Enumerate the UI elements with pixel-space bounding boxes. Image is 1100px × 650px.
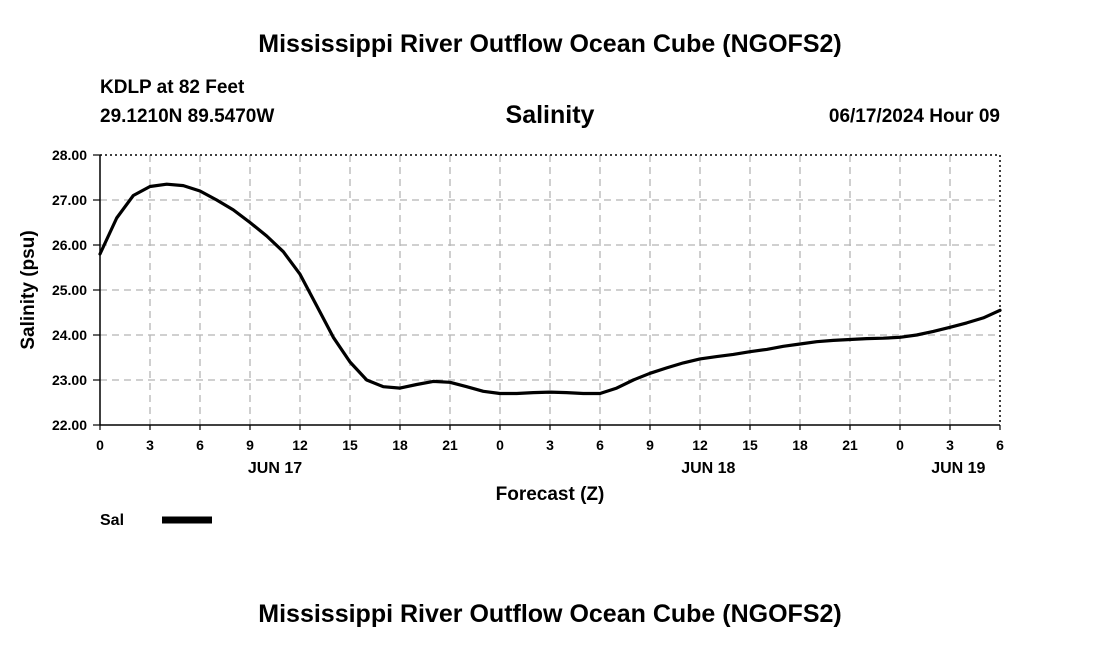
forecast-timestamp: 06/17/2024 Hour 09 <box>828 106 1000 127</box>
footer-title: Mississippi River Outflow Ocean Cube (NG… <box>258 600 842 628</box>
x-tick-label: 15 <box>742 437 758 453</box>
x-tick-label: 6 <box>996 437 1004 453</box>
x-tick-label: 12 <box>692 437 708 453</box>
x-tick-label: 9 <box>246 437 254 453</box>
series-line-sal <box>98 182 1002 396</box>
x-tick-label: 12 <box>292 437 308 453</box>
x-tick-label: 15 <box>342 437 358 453</box>
x-tick-label: 6 <box>596 437 604 453</box>
station-coordinates: 29.1210N 89.5470W <box>100 106 275 127</box>
x-tick-label: 3 <box>146 437 154 453</box>
x-tick-label: 18 <box>392 437 408 453</box>
y-tick-label: 27.00 <box>52 192 87 208</box>
y-axis-title: Salinity (psu) <box>18 230 39 349</box>
y-tick-label: 24.00 <box>52 327 87 343</box>
x-tick-label: 3 <box>946 437 954 453</box>
x-tick-label: 0 <box>96 437 104 453</box>
x-tick-label: 18 <box>792 437 808 453</box>
day-label: JUN 18 <box>681 460 735 477</box>
chart-title: Salinity <box>505 101 595 129</box>
day-label: JUN 19 <box>931 460 985 477</box>
y-tick-label: 22.00 <box>52 417 87 433</box>
station-name: KDLP at 82 Feet <box>100 77 245 98</box>
x-axis-title: Forecast (Z) <box>496 484 605 505</box>
y-tick-label: 23.00 <box>52 372 87 388</box>
series-layer <box>98 182 1002 396</box>
x-tick-label: 9 <box>646 437 654 453</box>
x-tick-label: 6 <box>196 437 204 453</box>
legend-layer: Sal <box>100 512 212 529</box>
x-tick-label: 21 <box>842 437 858 453</box>
grid-layer <box>100 155 1000 425</box>
legend-label: Sal <box>100 512 124 529</box>
axis-layer: 22.00 23.00 24.00 25.00 26.00 27.00 28.00 0 3 6 9 1… <box>18 147 1004 505</box>
x-tick-label: 3 <box>546 437 554 453</box>
x-tick-label: 21 <box>442 437 458 453</box>
y-tick-label: 25.00 <box>52 282 87 298</box>
main-title: Mississippi River Outflow Ocean Cube (NG… <box>258 30 842 58</box>
x-tick-label: 0 <box>896 437 904 453</box>
day-label: JUN 17 <box>248 460 302 477</box>
y-tick-label: 26.00 <box>52 237 87 253</box>
x-tick-label: 0 <box>496 437 504 453</box>
y-tick-label: 28.00 <box>52 147 87 163</box>
